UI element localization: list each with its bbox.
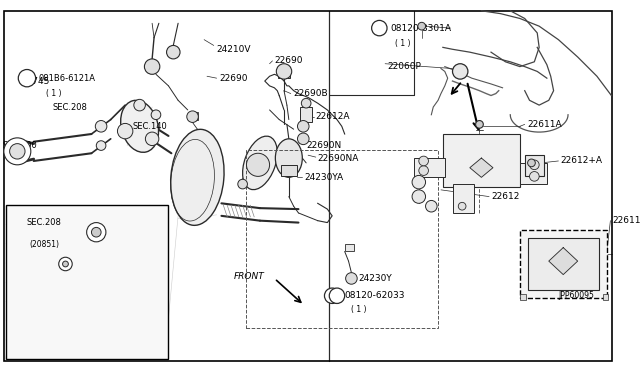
Circle shape bbox=[86, 222, 106, 242]
Ellipse shape bbox=[275, 139, 302, 177]
Circle shape bbox=[527, 159, 535, 167]
Text: 22060P: 22060P bbox=[387, 62, 421, 71]
Text: 22612+A: 22612+A bbox=[561, 157, 602, 166]
Circle shape bbox=[346, 273, 357, 284]
Circle shape bbox=[95, 121, 107, 132]
Circle shape bbox=[529, 171, 539, 181]
Ellipse shape bbox=[121, 100, 159, 152]
Circle shape bbox=[246, 153, 269, 176]
Circle shape bbox=[412, 176, 426, 189]
Text: B: B bbox=[377, 23, 382, 33]
Text: SEC.200: SEC.200 bbox=[3, 141, 38, 150]
Bar bbox=[452, 184, 474, 213]
Polygon shape bbox=[470, 158, 493, 177]
Text: 08120-62033: 08120-62033 bbox=[345, 291, 405, 300]
Circle shape bbox=[4, 138, 31, 165]
Text: 22690: 22690 bbox=[275, 56, 303, 65]
Bar bbox=[603, 294, 609, 299]
Circle shape bbox=[419, 156, 428, 166]
Circle shape bbox=[166, 45, 180, 59]
Circle shape bbox=[412, 190, 426, 203]
Text: JPP60095: JPP60095 bbox=[559, 291, 595, 300]
Circle shape bbox=[529, 160, 539, 170]
Bar bbox=[300, 107, 312, 122]
Circle shape bbox=[298, 121, 309, 132]
Bar bbox=[520, 294, 525, 299]
Text: 08120-8301A: 08120-8301A bbox=[390, 23, 451, 33]
Circle shape bbox=[145, 132, 159, 145]
Bar bbox=[525, 155, 544, 176]
Bar bbox=[520, 163, 547, 184]
Bar bbox=[281, 165, 296, 176]
Text: B: B bbox=[24, 74, 29, 83]
Text: 22745: 22745 bbox=[21, 77, 49, 86]
Circle shape bbox=[59, 257, 72, 271]
Bar bbox=[246, 150, 438, 328]
Ellipse shape bbox=[243, 136, 277, 190]
Circle shape bbox=[452, 64, 468, 79]
Ellipse shape bbox=[171, 129, 224, 225]
Circle shape bbox=[19, 70, 36, 87]
Polygon shape bbox=[548, 248, 578, 275]
Circle shape bbox=[96, 141, 106, 150]
Bar bbox=[456, 68, 464, 75]
Bar bbox=[189, 112, 198, 119]
Text: 22612A: 22612A bbox=[316, 112, 350, 121]
Bar bbox=[527, 238, 599, 290]
Text: 22612: 22612 bbox=[491, 192, 520, 201]
Bar bbox=[278, 67, 290, 78]
Circle shape bbox=[92, 227, 101, 237]
Circle shape bbox=[329, 288, 345, 304]
Text: (20851): (20851) bbox=[29, 240, 59, 249]
Text: SEC.140: SEC.140 bbox=[133, 122, 168, 131]
Text: 22690N: 22690N bbox=[306, 141, 341, 150]
Circle shape bbox=[426, 201, 437, 212]
Text: 22611A: 22611A bbox=[527, 120, 562, 129]
Circle shape bbox=[418, 22, 426, 30]
Circle shape bbox=[151, 110, 161, 119]
Text: ( 1 ): ( 1 ) bbox=[395, 39, 410, 48]
Text: 22690NA: 22690NA bbox=[317, 154, 359, 163]
Bar bbox=[443, 134, 520, 187]
Circle shape bbox=[324, 288, 340, 304]
Text: 22690B: 22690B bbox=[294, 89, 328, 98]
Circle shape bbox=[372, 20, 387, 36]
Circle shape bbox=[118, 124, 133, 139]
Bar bbox=[414, 158, 445, 177]
Text: B: B bbox=[330, 291, 335, 300]
Text: FRONT: FRONT bbox=[234, 272, 265, 281]
Circle shape bbox=[476, 121, 483, 128]
Text: ( 1 ): ( 1 ) bbox=[351, 305, 367, 314]
Text: 24210V: 24210V bbox=[216, 45, 251, 54]
Circle shape bbox=[134, 99, 145, 111]
Text: 081B6-6121A: 081B6-6121A bbox=[38, 74, 95, 83]
Text: 22690: 22690 bbox=[220, 74, 248, 83]
Bar bbox=[345, 244, 355, 251]
Circle shape bbox=[145, 59, 160, 74]
Text: SEC.208: SEC.208 bbox=[27, 218, 62, 227]
Circle shape bbox=[238, 179, 248, 189]
Text: 24230YA: 24230YA bbox=[304, 173, 344, 182]
Ellipse shape bbox=[150, 60, 157, 70]
Text: 22611: 22611 bbox=[612, 216, 640, 225]
Text: B: B bbox=[335, 291, 340, 300]
Circle shape bbox=[63, 261, 68, 267]
Bar bbox=[6, 205, 168, 359]
Circle shape bbox=[298, 133, 309, 145]
Text: 24230Y: 24230Y bbox=[358, 274, 392, 283]
Text: SEC.208: SEC.208 bbox=[53, 103, 88, 112]
Text: ( 1 ): ( 1 ) bbox=[46, 89, 61, 98]
Bar bbox=[520, 230, 607, 298]
Circle shape bbox=[10, 144, 25, 159]
Circle shape bbox=[419, 166, 428, 176]
Circle shape bbox=[458, 202, 466, 210]
Circle shape bbox=[276, 64, 292, 79]
Circle shape bbox=[187, 111, 198, 122]
Circle shape bbox=[301, 98, 311, 108]
